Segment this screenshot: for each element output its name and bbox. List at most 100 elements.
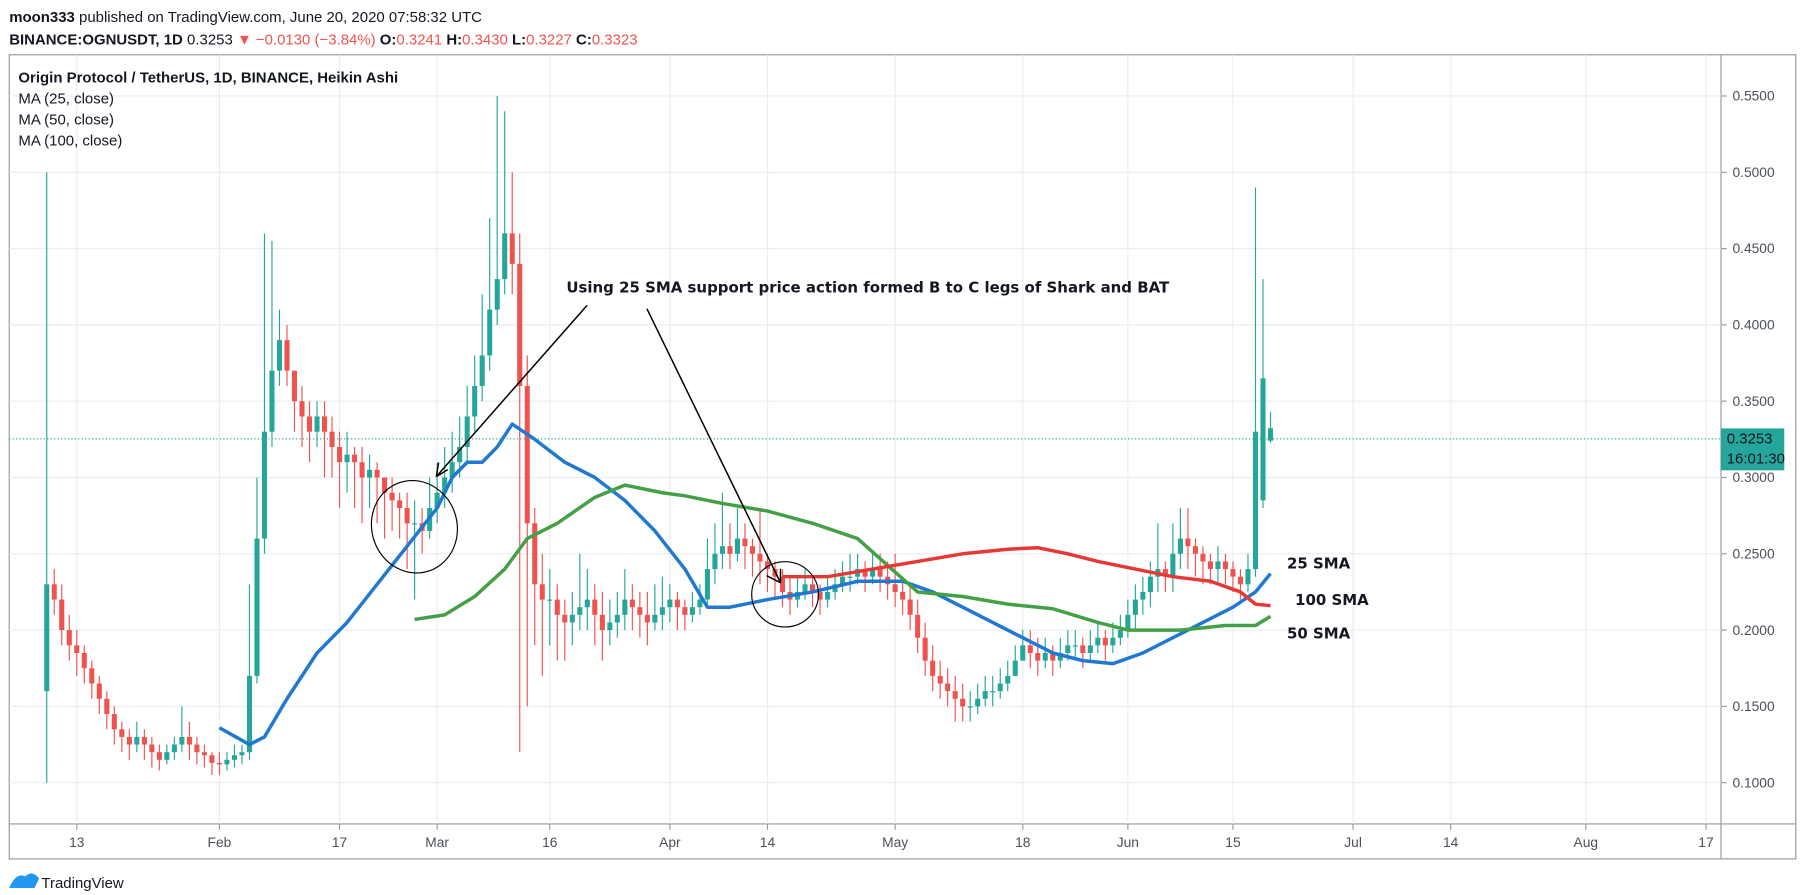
candle-body [494,279,500,310]
published: published on TradingView.com, June 20, 2… [79,9,482,26]
o-label: O: [380,31,397,48]
chart-title: Origin Protocol / TetherUS, 1D, BINANCE,… [18,70,398,87]
x-tick-label: 17 [1698,834,1714,850]
legend-entry: MA (25, close) [18,91,114,108]
x-tick-label: Aug [1574,834,1599,850]
logo [9,873,40,889]
candle-body [517,263,523,386]
candle-body [930,660,936,676]
candle-body [922,637,928,661]
publisher: moon333 [9,9,75,26]
candle-body [314,416,320,432]
candle-body [1177,538,1183,554]
legend: MA (25, close) MA (50, close) MA (100, clo… [18,91,122,150]
candle-body [1080,645,1086,653]
legend-entry: MA (50, close) [18,112,114,129]
y-tick-label: 0.3500 [1732,393,1774,409]
marks: 0.3253 16:01:30 [9,95,1785,783]
annotation-note: Using 25 SMA support price action formed… [566,278,1170,296]
header-line2: BINANCE:OGNUSDT, 1D 0.3253 ▼ −0.0130 (−3… [9,31,637,48]
candle-body [224,759,230,765]
candle-body [592,599,598,615]
candle-body [1110,637,1116,646]
candle-body [1087,645,1093,653]
circle-marker [751,561,820,628]
candle-body [164,752,170,760]
candle-body [937,675,943,684]
candle-body [810,584,816,592]
candle-body [1057,652,1063,661]
candle-body [487,309,493,356]
c: 0.3323 [592,31,638,48]
x-tick-label: 16 [542,834,558,850]
countdown: 16:01:30 [1727,450,1785,467]
y-tick-label: 0.2500 [1732,545,1774,561]
candle-body [96,683,102,699]
candle-body [389,492,395,501]
candle-body [840,576,846,585]
candle-body [81,652,87,669]
candle-body [1230,569,1236,577]
candle-body [119,729,125,737]
candle-body [569,614,575,623]
candle-body [1215,561,1221,570]
x-tick-label: Apr [659,834,681,850]
sma-label: 25 SMA [1287,555,1351,573]
candle-body [59,599,65,631]
x-tick-label: 18 [1015,834,1031,850]
y-tick-label: 0.4000 [1732,316,1774,332]
x-tick-label: 13 [69,834,85,850]
x-tick-label: 14 [760,834,776,850]
candle-body [622,599,628,615]
candle-body [1162,569,1168,577]
circle-marker [370,479,458,574]
candle-body [111,714,117,730]
candle-body [599,614,605,631]
candle-body [374,469,380,478]
candle-body [629,599,635,608]
candle-body [276,340,283,371]
candle-body [652,614,658,623]
candle-body [712,553,718,570]
candle-body [1065,645,1071,653]
y-tick-label: 0.3000 [1732,469,1774,485]
candle-body [329,431,335,447]
candle-body [1192,546,1198,554]
last: 0.3253 [187,31,233,48]
candle-body [997,683,1003,692]
candle-body [847,576,853,578]
candle-body [171,744,177,753]
candle-body [239,752,245,756]
arrow [435,304,588,478]
candle-body [584,599,590,608]
candle-body [1252,431,1259,570]
x-tick-label: May [882,834,908,850]
candle-body [299,401,305,417]
candle-body [907,599,913,615]
candle-body [967,706,973,708]
header-line1: moon333 published on TradingView.com, Ju… [9,9,482,26]
candle-body [577,607,583,615]
candle-body [990,691,996,693]
candle-body [682,607,688,615]
candle-body [449,462,455,478]
candle-body [975,698,981,707]
candle-body [749,546,756,554]
l-label: L: [512,31,526,48]
sma-label: 50 SMA [1287,625,1351,643]
candle-body [1102,637,1108,646]
candle-body [1237,576,1244,585]
candle-body [502,233,508,280]
candle-body [306,416,313,432]
candle-body [472,385,478,417]
candle-body [337,446,343,463]
candle-body [434,492,440,509]
candle-body [74,645,80,653]
x-tick-label: Jun [1117,834,1139,850]
candle-body [1125,614,1131,631]
candle-body [367,469,373,478]
brand: TradingView [41,875,123,892]
candle-body [779,576,786,592]
candle-body [464,416,470,447]
